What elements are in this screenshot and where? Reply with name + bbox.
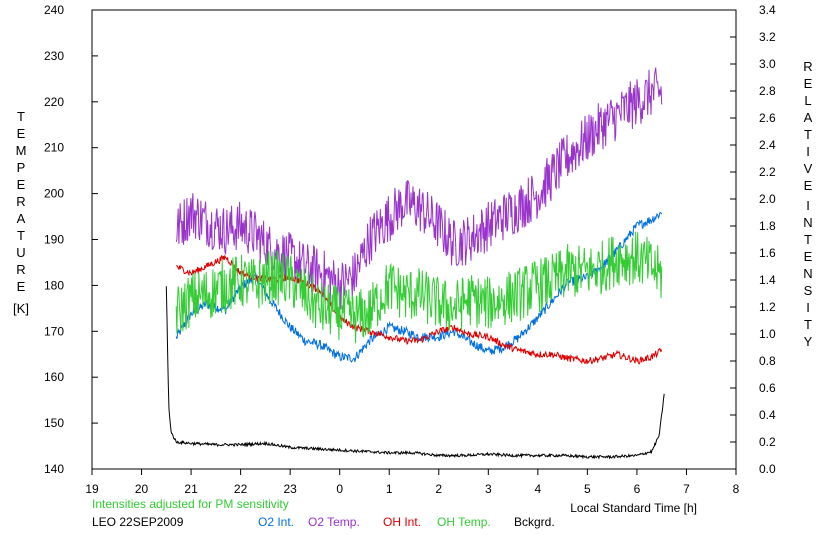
series-line-oh-temp xyxy=(175,231,663,344)
y-left-tick-label: 230 xyxy=(44,49,64,63)
x-tick-label: 7 xyxy=(683,482,690,496)
y-right-tick-label: 1.6 xyxy=(759,246,776,260)
y-right-label-letter: Y xyxy=(804,334,813,349)
y-left-label-letter: A xyxy=(17,211,26,226)
x-tick-label: 3 xyxy=(485,482,492,496)
x-tick-label: 4 xyxy=(535,482,542,496)
x-tick-label: 8 xyxy=(733,482,740,496)
y-right-tick-label: 2.8 xyxy=(759,84,776,98)
y-right-tick-label: 2.6 xyxy=(759,111,776,125)
legend-entry: OH Temp. xyxy=(437,515,491,529)
y-right-label-letter: E xyxy=(804,76,813,91)
y-left-label-letter: E xyxy=(17,177,26,192)
legend-entry: OH Int. xyxy=(383,515,421,529)
y-right-label-letter: A xyxy=(804,110,813,125)
x-tick-label: 5 xyxy=(584,482,591,496)
y-left-tick-label: 190 xyxy=(44,233,64,247)
x-axis-label: Local Standard Time [h] xyxy=(570,501,697,515)
y-right-label-letter: N xyxy=(803,215,812,230)
station-label: LEO 22SEP2009 xyxy=(92,515,184,529)
y-left-label-letter: M xyxy=(16,143,27,158)
series-line-o2-temp xyxy=(175,67,663,310)
y-left-label-letter: R xyxy=(16,194,25,209)
y-right-label-letter: V xyxy=(804,161,813,176)
y-left-tick-label: 240 xyxy=(44,3,64,17)
y-left-label-letter: T xyxy=(17,109,25,124)
x-tick-label: 6 xyxy=(634,482,641,496)
y-right-tick-label: 2.0 xyxy=(759,192,776,206)
y-left-tick-label: 160 xyxy=(44,370,64,384)
y-left-label-letter: T xyxy=(17,228,25,243)
y-right-label-letter: I xyxy=(806,144,810,159)
y-left-label-letter: U xyxy=(16,245,25,260)
y-left-tick-label: 220 xyxy=(44,95,64,109)
x-tick-label: 21 xyxy=(184,482,198,496)
y-right-tick-label: 2.2 xyxy=(759,165,776,179)
y-right-tick-label: 3.4 xyxy=(759,3,776,17)
y-right-label-letter: T xyxy=(804,317,812,332)
y-right-tick-label: 0.2 xyxy=(759,435,776,449)
y-right-tick-label: 1.8 xyxy=(759,219,776,233)
x-tick-label: 23 xyxy=(283,482,297,496)
y-right-label-letter: R xyxy=(803,59,812,74)
y-right-label-letter: S xyxy=(804,283,813,298)
y-left-label-letter: P xyxy=(17,160,26,175)
y-right-tick-label: 1.0 xyxy=(759,327,776,341)
x-tick-label: 2 xyxy=(435,482,442,496)
note-text: Intensities adjusted for PM sensitivity xyxy=(92,497,289,511)
y-left-tick-label: 140 xyxy=(44,462,64,476)
x-tick-label: 22 xyxy=(234,482,248,496)
legend-entry: Bckgrd. xyxy=(514,515,555,529)
y-left-tick-label: 210 xyxy=(44,141,64,155)
y-left-label-letter: E xyxy=(17,279,26,294)
y-right-tick-label: 0.6 xyxy=(759,381,776,395)
y-right-tick-label: 2.4 xyxy=(759,138,776,152)
y-right-tick-label: 0.8 xyxy=(759,354,776,368)
x-tick-label: 20 xyxy=(135,482,149,496)
x-tick-label: 0 xyxy=(336,482,343,496)
y-right-tick-label: 0.0 xyxy=(759,462,776,476)
y-left-tick-label: 170 xyxy=(44,324,64,338)
x-tick-label: 19 xyxy=(85,482,99,496)
y-left-tick-label: 200 xyxy=(44,187,64,201)
y-right-label-letter: I xyxy=(806,198,810,213)
y-left-label-letter: R xyxy=(16,262,25,277)
legend-entry: O2 Temp. xyxy=(308,515,360,529)
x-tick-label: 1 xyxy=(386,482,393,496)
y-right-tick-label: 1.4 xyxy=(759,273,776,287)
y-right-label-letter: T xyxy=(804,232,812,247)
y-right-label-letter: E xyxy=(804,249,813,264)
y-right-label-letter: E xyxy=(804,178,813,193)
y-left-tick-label: 180 xyxy=(44,278,64,292)
y-right-tick-label: 1.2 xyxy=(759,300,776,314)
series-line-bckgrd xyxy=(165,286,665,460)
y-right-tick-label: 3.2 xyxy=(759,30,776,44)
y-left-tick-label: 150 xyxy=(44,416,64,430)
y-right-label-letter: N xyxy=(803,266,812,281)
series-line-oh-int xyxy=(175,254,663,365)
y-right-label-letter: T xyxy=(804,127,812,142)
y-right-tick-label: 0.4 xyxy=(759,408,776,422)
y-right-tick-label: 3.0 xyxy=(759,57,776,71)
y-left-unit: [K] xyxy=(13,301,29,316)
legend-entry: O2 Int. xyxy=(258,515,294,529)
y-right-label-letter: I xyxy=(806,300,810,315)
y-left-label-letter: E xyxy=(17,126,26,141)
y-right-label-letter: L xyxy=(804,93,811,108)
plot-frame xyxy=(91,9,737,470)
